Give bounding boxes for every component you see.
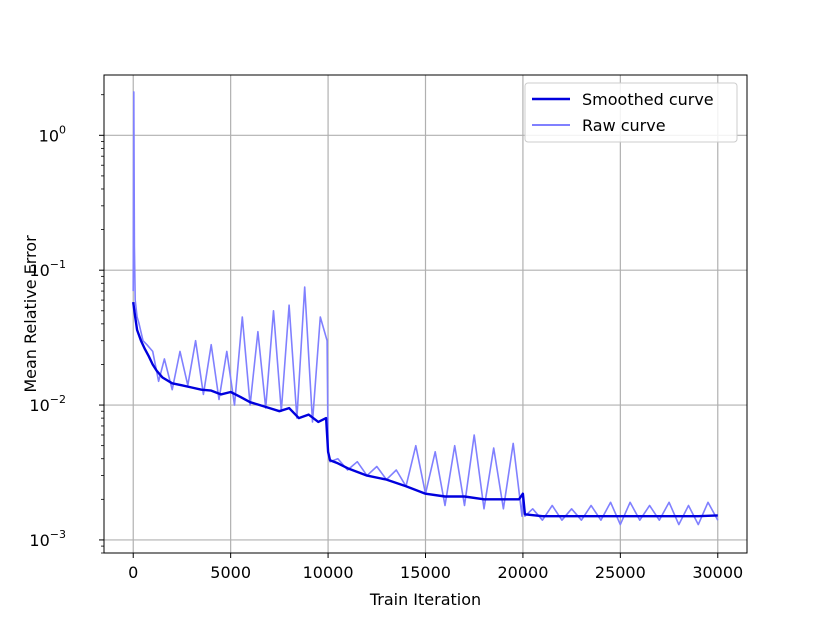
y-tick-label: 100 [39,123,66,145]
x-tick-label: 25000 [595,563,646,582]
x-tick-label: 15000 [400,563,451,582]
legend-entry-label: Smoothed curve [582,90,714,109]
legend: Smoothed curve Raw curve [524,82,738,143]
x-tick-label: 10000 [303,563,354,582]
x-tick-label: 5000 [210,563,251,582]
x-tick-label: 30000 [692,563,743,582]
x-tick-label: 0 [128,563,138,582]
y-tick-label: 10−3 [29,528,66,550]
x-axis-label: Train Iteration [369,590,481,609]
y-tick-label: 10−2 [29,393,66,415]
grid [104,75,747,553]
ticks: 0 5000 10000 15000 20000 25000 30000 10−3 10−2 10… [29,94,743,582]
raw-curve-line [132,91,719,526]
legend-entry-label: Raw curve [582,116,666,135]
y-axis-label: Mean Relative Error [21,235,40,393]
legend-box [524,82,738,143]
x-tick-label: 20000 [497,563,548,582]
smoothed-curve-line [132,301,718,518]
series-group [132,91,719,526]
